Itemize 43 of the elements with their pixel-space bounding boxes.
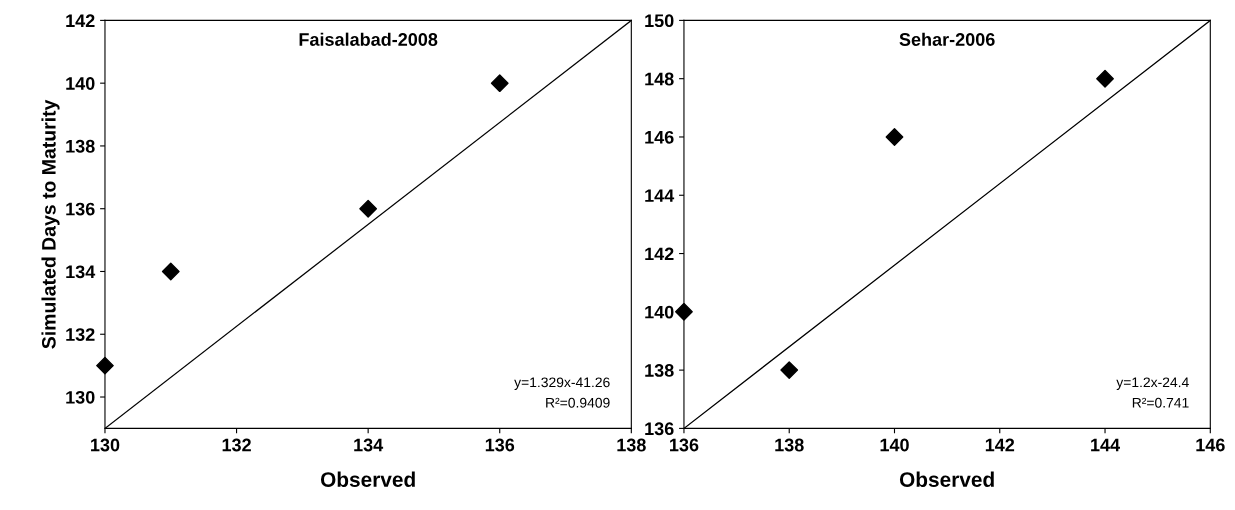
point [675, 302, 693, 321]
y-tick-label: 140 [645, 305, 674, 319]
y-tick-label: 144 [645, 189, 675, 202]
x-tick-label: 140 [880, 438, 909, 452]
point [490, 74, 509, 93]
y-tick-label: 150 [645, 14, 674, 28]
x-tick-label: 134 [354, 438, 384, 452]
x-tick-label: 136 [670, 438, 699, 452]
y-tick-label: 132 [66, 328, 95, 341]
x-axis-title: Observed [320, 471, 415, 487]
y-tick-label: 136 [66, 202, 95, 216]
annotation: y=1.2x-24.4 [1116, 377, 1189, 390]
point [1096, 69, 1114, 88]
point [780, 361, 799, 380]
annotation: R²=0.741 [1132, 397, 1189, 408]
y-tick-label: 142 [645, 247, 674, 261]
x-tick-label: 144 [1091, 438, 1120, 452]
annotation: R²=0.9409 [546, 397, 610, 408]
y-tick-label: 140 [66, 77, 95, 90]
point [885, 128, 904, 146]
x-tick-label: 138 [775, 438, 804, 452]
x-tick-label: 138 [617, 438, 646, 452]
x-tick-label: 146 [1196, 438, 1225, 452]
x-tick-label: 132 [222, 438, 251, 452]
y-axis-title: Simulated Days to Maturity [41, 99, 60, 349]
annotation: y=1.329x-41.26 [514, 377, 610, 390]
point [359, 199, 378, 218]
y-tick-label: 146 [645, 130, 674, 144]
x-tick-label: 136 [485, 438, 515, 452]
x-tick-label: 130 [91, 438, 120, 452]
y-tick-label: 130 [66, 390, 95, 404]
y-tick-label: 134 [66, 265, 96, 279]
y-tick-label: 148 [645, 72, 674, 86]
x-tick-label: 142 [985, 438, 1015, 452]
text: Faisalabad-2008 [299, 32, 438, 46]
y-tick-label: 142 [66, 14, 95, 27]
y-tick-label: 136 [645, 422, 674, 436]
y-tick-label: 138 [645, 364, 674, 377]
text: Sehar-2006 [899, 32, 995, 46]
y-tick-label: 138 [66, 139, 95, 153]
point [96, 356, 114, 375]
x-axis-title: Observed [899, 471, 994, 487]
point [161, 262, 180, 281]
